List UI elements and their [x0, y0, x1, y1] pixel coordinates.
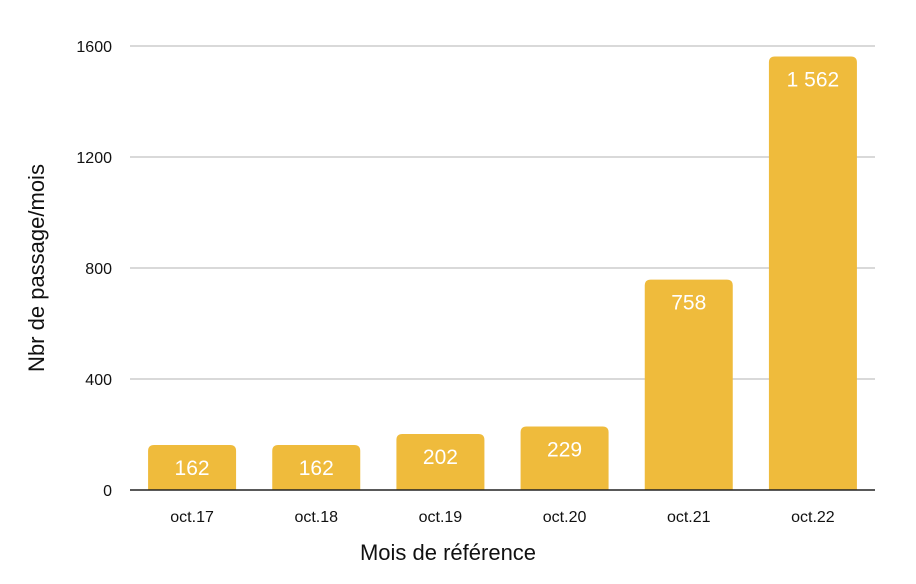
bars [148, 56, 857, 491]
x-tick-label: oct.21 [667, 509, 711, 526]
data-label: 229 [547, 438, 582, 461]
x-tick-label: oct.19 [419, 509, 463, 526]
y-tick-label: 800 [85, 261, 112, 278]
data-label: 1 562 [787, 69, 840, 92]
y-tick-label: 400 [85, 372, 112, 389]
y-tick-label: 1600 [76, 39, 112, 56]
x-axis-title: Mois de référence [360, 540, 536, 565]
data-label: 202 [423, 446, 458, 469]
bar-oct.17 [148, 445, 237, 490]
bar-oct.20 [520, 426, 609, 490]
data-label: 162 [299, 457, 334, 480]
y-axis-title: Nbr de passage/mois [24, 164, 49, 372]
bar-oct.22 [768, 56, 857, 491]
data-label: 758 [671, 292, 706, 315]
bar-oct.19 [396, 433, 485, 490]
y-tick-label: 1200 [76, 150, 112, 167]
gridlines [130, 45, 875, 380]
x-tick-label: oct.22 [791, 509, 835, 526]
labels: 0 400 800 1200 1600 162 oct.17 162 oct.18 202 oct.… [76, 39, 839, 526]
x-tick-label: oct.18 [294, 509, 338, 526]
y-tick-label: 0 [103, 483, 112, 500]
bar-oct.21 [644, 279, 733, 490]
x-tick-label: oct.20 [543, 509, 587, 526]
bar-oct.18 [272, 445, 361, 490]
data-label: 162 [175, 457, 210, 480]
x-tick-label: oct.17 [170, 509, 214, 526]
